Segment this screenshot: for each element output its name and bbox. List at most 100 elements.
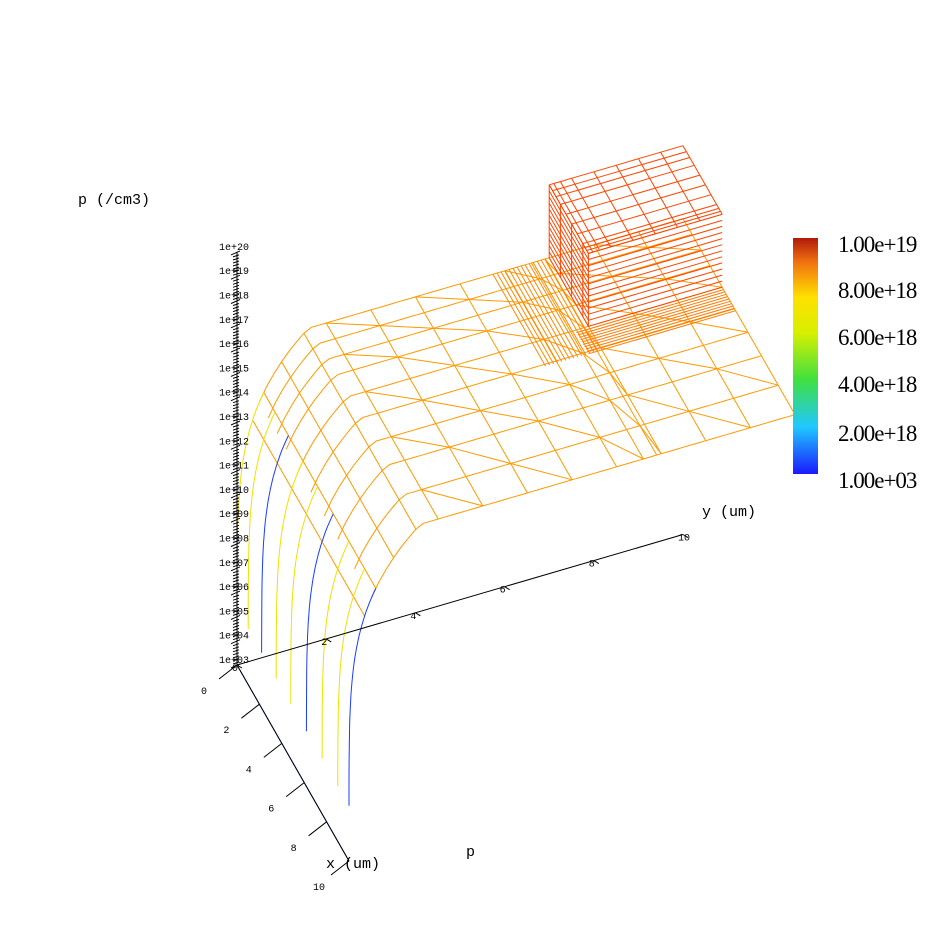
mesh-diagonal (415, 296, 470, 300)
z-minor-tick (232, 564, 240, 568)
transition-line-y-3 (536, 261, 591, 354)
mesh-diagonal (688, 410, 751, 429)
z-minor-tick (232, 533, 240, 537)
z-minor-tick (232, 400, 240, 404)
contact-line-y-6 (637, 158, 679, 228)
mesh-diagonal (421, 489, 483, 507)
transition-line-y-2 (540, 259, 595, 353)
z-minor-tick (232, 473, 240, 477)
z-minor-tick (232, 287, 240, 291)
mesh-diagonal (558, 272, 612, 277)
mesh-diagonal (397, 356, 455, 366)
colorbar-label-2: 8.00e+18 (838, 278, 917, 303)
z-tick-label-8: 1e+11 (219, 462, 249, 473)
x-tick-label-2: 4 (246, 765, 252, 776)
z-tick-label-13: 1e+16 (219, 340, 249, 351)
z-minor-tick (232, 318, 240, 322)
x-tick-label-0: 0 (201, 687, 207, 698)
z-minor-tick (232, 409, 240, 413)
mesh-line-x-9 (370, 414, 796, 599)
z-minor-tick (232, 354, 240, 358)
z-minor-tick (232, 643, 240, 647)
z-minor-tick (232, 330, 240, 334)
y-tick-mark-5 (682, 534, 689, 538)
z-minor-tick (232, 333, 240, 337)
z-minor-tick (232, 646, 240, 650)
mesh-line-y-5 (370, 309, 484, 507)
z-minor-tick (232, 418, 240, 422)
z-minor-tick (232, 491, 240, 495)
colorbar-label-1: 1.00e+19 (838, 232, 917, 257)
mesh-diagonal (716, 368, 779, 386)
edge-line-8 (348, 588, 377, 806)
z-minor-tick (232, 345, 240, 349)
z-minor-tick (232, 527, 240, 531)
z-tick-mark-8 (230, 469, 241, 475)
z-tick-mark-3 (230, 590, 241, 596)
x-tick-mark-0 (218, 664, 238, 680)
mesh-line-y-1 (263, 392, 377, 589)
z-minor-tick (232, 321, 240, 325)
z-tick-mark-17 (230, 250, 241, 256)
mesh-diagonal (468, 299, 523, 303)
z-minor-tick (232, 303, 240, 306)
z-minor-tick (232, 461, 240, 464)
z-minor-tick (232, 433, 240, 437)
z-minor-tick (232, 427, 240, 431)
mesh-diagonal (609, 399, 641, 427)
transition-line-x-10 (588, 310, 736, 355)
mesh-line-y-4 (325, 322, 439, 520)
z-minor-tick (232, 412, 240, 416)
z-minor-tick (232, 336, 240, 340)
mesh-line-y-14 (682, 218, 796, 415)
transition-line-y-11 (504, 270, 559, 364)
edge-line-0 (236, 392, 265, 610)
mesh-line-x-2 (276, 249, 702, 434)
z-tick-mark-12 (230, 371, 241, 377)
mesh-line-y-6 (414, 296, 528, 494)
y-tick-mark-4 (593, 560, 600, 565)
z-minor-tick (232, 284, 240, 288)
colorbar: 1.00e+19 8.00e+18 6.00e+18 4.00e+18 2.00… (793, 232, 918, 493)
z-minor-tick (232, 634, 240, 638)
contact-line-y-2 (559, 181, 600, 251)
mesh-diagonal (511, 373, 570, 385)
z-minor-tick (232, 540, 240, 543)
mesh-diagonal (689, 321, 749, 333)
z-tick-mark-10 (230, 420, 241, 426)
x-tick-mark-4 (308, 821, 327, 837)
mesh-line-y-12 (593, 244, 707, 441)
z-minor-tick (232, 309, 240, 313)
plateau-mesh (252, 218, 796, 617)
z-minor-tick (232, 269, 240, 273)
mesh-diagonal (344, 353, 398, 358)
z-minor-tick (232, 476, 240, 480)
x-tick-label-4: 8 (291, 844, 297, 855)
z-minor-tick (232, 655, 240, 659)
z-tick-mark-9 (230, 444, 241, 450)
transition-line-x-4 (580, 296, 728, 341)
z-minor-tick (232, 467, 240, 471)
z-minor-tick (232, 306, 240, 310)
colorbar-label-4: 4.00e+18 (838, 372, 917, 397)
mesh-diagonal (569, 384, 610, 401)
contact-line-y-1 (553, 183, 594, 253)
mesh-diagonal (639, 425, 662, 455)
z-minor-tick (232, 479, 240, 483)
transition-line-x-8 (585, 305, 734, 350)
z-minor-tick (232, 661, 240, 665)
transition-line-x-2 (577, 291, 726, 336)
z-minor-tick (232, 394, 240, 398)
z-minor-tick (232, 485, 240, 489)
z-minor-tick (232, 555, 240, 559)
mesh-diagonal (391, 436, 450, 448)
mesh-diagonal (433, 327, 487, 332)
z-minor-tick (232, 403, 240, 407)
z-tick-mark-5 (230, 542, 241, 547)
edge-line-7 (337, 568, 366, 787)
z-minor-tick (232, 327, 240, 331)
mesh-diagonal (582, 352, 610, 374)
z-minor-tick (232, 524, 240, 528)
x-tick-mark-5 (330, 860, 350, 876)
